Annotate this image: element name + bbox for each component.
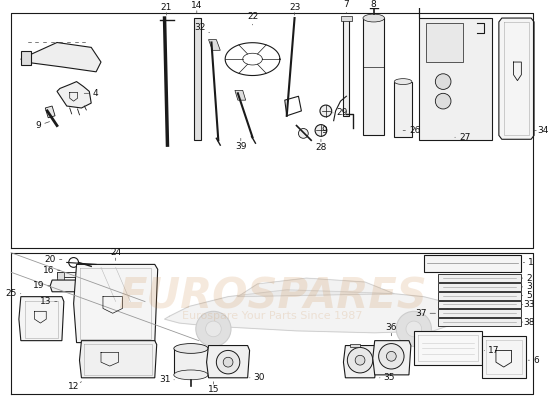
Circle shape	[436, 74, 451, 90]
Polygon shape	[373, 341, 411, 375]
Text: 9: 9	[316, 126, 327, 135]
Text: EUROSPARES: EUROSPARES	[118, 276, 426, 318]
Polygon shape	[74, 264, 158, 343]
Text: 37: 37	[415, 309, 436, 318]
Text: 23: 23	[289, 3, 300, 15]
Polygon shape	[419, 0, 492, 140]
Text: 39: 39	[235, 138, 246, 151]
Polygon shape	[340, 16, 352, 21]
Polygon shape	[499, 18, 534, 139]
Text: Eurospare Your Parts Since 1987: Eurospare Your Parts Since 1987	[182, 311, 362, 321]
Text: 31: 31	[159, 375, 174, 384]
Circle shape	[378, 344, 404, 369]
Text: 20: 20	[45, 255, 62, 264]
Text: 4: 4	[84, 89, 98, 98]
Circle shape	[406, 321, 422, 337]
Text: 21: 21	[161, 3, 172, 15]
Ellipse shape	[174, 370, 208, 380]
Ellipse shape	[363, 14, 384, 22]
Text: 6: 6	[528, 356, 539, 365]
Circle shape	[196, 311, 231, 346]
Polygon shape	[426, 23, 463, 62]
Text: 29: 29	[333, 108, 348, 117]
Text: 35: 35	[379, 373, 395, 382]
Text: 2: 2	[521, 274, 532, 282]
Text: 32: 32	[194, 23, 210, 33]
Polygon shape	[19, 297, 64, 341]
Text: 8: 8	[371, 0, 377, 13]
Ellipse shape	[394, 79, 412, 84]
Polygon shape	[164, 290, 453, 333]
Polygon shape	[414, 331, 482, 365]
Polygon shape	[235, 90, 246, 100]
Polygon shape	[57, 272, 64, 280]
Ellipse shape	[174, 344, 208, 353]
Text: 14: 14	[191, 1, 202, 13]
Polygon shape	[80, 341, 157, 378]
Polygon shape	[438, 309, 521, 317]
Text: 30: 30	[250, 373, 265, 382]
Text: 26: 26	[403, 126, 421, 135]
Text: 9: 9	[36, 121, 50, 130]
Text: 25: 25	[6, 289, 21, 298]
Polygon shape	[194, 18, 201, 140]
Text: 12: 12	[68, 382, 81, 391]
Text: 19: 19	[32, 282, 50, 290]
Circle shape	[299, 128, 308, 138]
Polygon shape	[482, 336, 526, 378]
Text: 15: 15	[208, 382, 219, 394]
Circle shape	[315, 125, 327, 136]
Text: 28: 28	[315, 139, 327, 152]
Text: 22: 22	[247, 12, 258, 25]
Circle shape	[436, 93, 451, 109]
Polygon shape	[57, 82, 91, 108]
Polygon shape	[207, 346, 250, 378]
Polygon shape	[343, 346, 378, 378]
Polygon shape	[438, 283, 521, 291]
Polygon shape	[343, 18, 349, 116]
Text: 5: 5	[521, 291, 532, 300]
Text: 16: 16	[42, 266, 60, 275]
Polygon shape	[21, 51, 31, 65]
Text: 13: 13	[40, 297, 57, 306]
Polygon shape	[208, 40, 220, 50]
Text: 34: 34	[534, 126, 548, 135]
Polygon shape	[438, 292, 521, 300]
Circle shape	[355, 355, 365, 365]
Text: 27: 27	[455, 133, 470, 142]
Polygon shape	[238, 278, 394, 297]
Circle shape	[206, 321, 221, 337]
Polygon shape	[438, 300, 521, 308]
Text: 7: 7	[344, 0, 349, 13]
Text: 1: 1	[523, 258, 534, 267]
Text: 33: 33	[521, 300, 535, 309]
Polygon shape	[57, 272, 86, 277]
Circle shape	[320, 105, 332, 117]
Text: 17: 17	[484, 346, 500, 355]
Text: 38: 38	[521, 318, 535, 326]
Circle shape	[387, 352, 396, 361]
Circle shape	[348, 348, 373, 373]
Polygon shape	[174, 348, 208, 375]
Text: 24: 24	[110, 248, 122, 260]
Polygon shape	[350, 344, 360, 348]
Circle shape	[223, 357, 233, 367]
Polygon shape	[438, 318, 521, 326]
Text: 3: 3	[521, 282, 532, 291]
Polygon shape	[438, 274, 521, 282]
Circle shape	[396, 311, 431, 346]
Circle shape	[216, 350, 240, 374]
Text: 36: 36	[386, 324, 397, 336]
Polygon shape	[424, 255, 521, 272]
Polygon shape	[394, 82, 412, 137]
Polygon shape	[50, 280, 91, 292]
Polygon shape	[363, 18, 384, 135]
Polygon shape	[21, 42, 101, 72]
Polygon shape	[45, 106, 55, 118]
